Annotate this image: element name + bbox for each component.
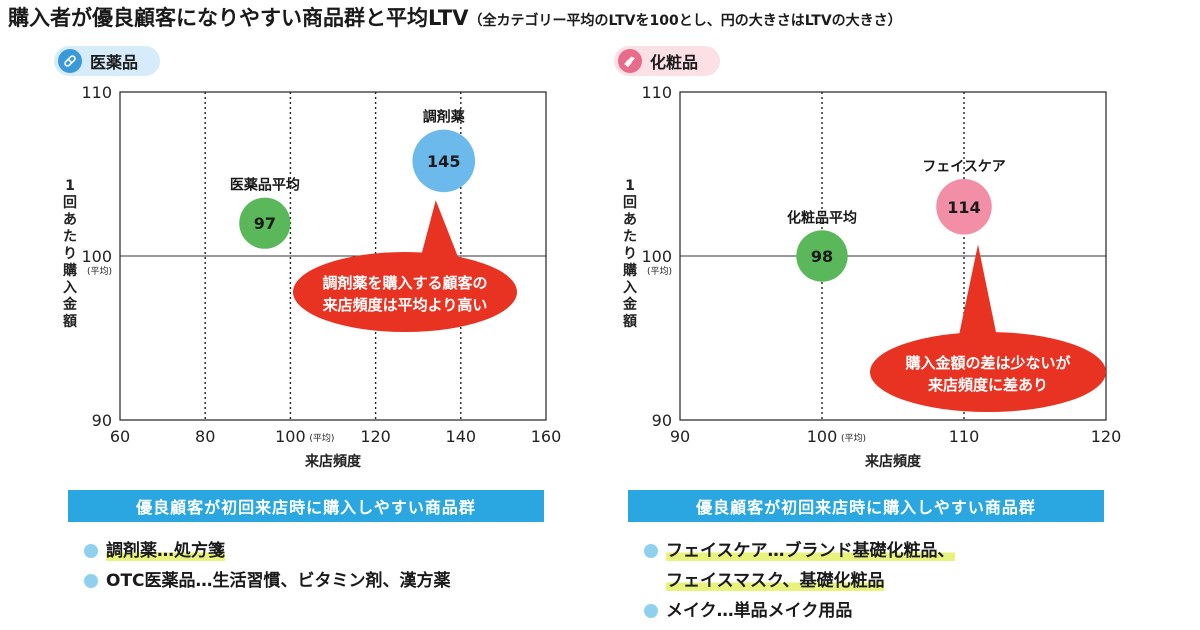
x-tick-label: 120 (360, 427, 391, 446)
x-tick-label: 120 (1091, 427, 1122, 446)
x-tick-label: 160 (531, 427, 562, 446)
bullet-icon (84, 544, 98, 558)
y-tick-label: 110 (641, 83, 672, 102)
x-tick-label: 90 (670, 427, 690, 446)
bubble-point (412, 129, 476, 193)
x-tick-label: 60 (110, 427, 130, 446)
callout-text: 来店頻度は平均より高い (322, 296, 488, 314)
bubble-point (796, 230, 848, 282)
list-item-text: メイク…単品メイク用品 (666, 601, 853, 621)
callout-text: 来店頻度に差あり (927, 376, 1048, 394)
y-tick-label: 90 (652, 411, 672, 430)
bullet-icon (644, 604, 658, 618)
lipstick-icon (618, 49, 642, 73)
callout-text: 購入金額の差は少ないが (904, 354, 1071, 372)
category-pill-cosmetics: 化粧品 (614, 46, 721, 76)
list-item: OTC医薬品…生活習慣、ビタミン剤、漢方薬 (84, 566, 451, 596)
item-list-pharma: 調剤薬…処方箋 OTC医薬品…生活習慣、ビタミン剤、漢方薬 (84, 536, 451, 596)
list-item-text: フェイスケア…ブランド基礎化粧品、 (666, 541, 955, 561)
category-pill-pharma: 医薬品 (54, 46, 161, 76)
list-item-text: フェイスマスク、基礎化粧品 (666, 571, 885, 591)
callout-text: 調剤薬を購入する顧客の (322, 274, 487, 292)
bubble-value-label: 97 (254, 214, 276, 233)
y-tick-label: 110 (81, 83, 112, 102)
y-axis-label: 1 回あたり購入金額 (622, 178, 638, 330)
bubble-value-label: 145 (427, 152, 460, 171)
list-item: フェイスマスク、基礎化粧品 (644, 566, 955, 596)
list-item: 調剤薬…処方箋 (84, 536, 451, 566)
y-tick-label: 100 (641, 247, 672, 266)
x-tick-label: 80 (195, 427, 215, 446)
x-axis-label: 来店頻度 (304, 453, 362, 470)
bullet-icon (644, 544, 658, 558)
bubble-name-label: 化粧品平均 (787, 209, 857, 226)
panel-pharma: 医薬品 90 100 110 (平均) 60 80 100 (平均) 120 140 160 来店頻度… (40, 44, 600, 630)
y-avg-label: (平均) (87, 265, 112, 277)
capsule-icon (58, 49, 82, 73)
list-item: フェイスケア…ブランド基礎化粧品、 (644, 536, 955, 566)
callout-tail (420, 200, 460, 262)
x-tick-label: 110 (949, 427, 980, 446)
bubble-name-label: 医薬品平均 (230, 177, 300, 194)
y-axis-label: 1 回あたり購入金額 (62, 178, 78, 330)
y-tick-label: 100 (81, 247, 112, 266)
y-tick-label: 90 (92, 411, 112, 430)
bubble-value-label: 98 (811, 247, 833, 266)
bubble-name-label: 調剤薬 (423, 109, 465, 126)
item-list-cosmetics: フェイスケア…ブランド基礎化粧品、 フェイスマスク、基礎化粧品 メイク…単品メイク用… (644, 536, 955, 626)
list-item-text: OTC医薬品…生活習慣、ビタミン剤、漢方薬 (106, 571, 451, 591)
x-axis-label: 来店頻度 (864, 453, 922, 470)
category-label: 医薬品 (90, 53, 139, 72)
bubble-point (936, 179, 992, 235)
list-item: メイク…単品メイク用品 (644, 596, 955, 626)
title-sub: （全カテゴリー平均のLTVを100とし、円の大きさはLTVの大きさ） (468, 13, 902, 29)
x-avg-label: (平均) (309, 432, 334, 444)
bubble-value-label: 114 (947, 198, 980, 217)
banner-cosmetics: 優良顧客が初回来店時に購入しやすい商品群 (628, 490, 1104, 522)
x-tick-label: 100 (275, 427, 306, 446)
page-title: 購入者が優良顧客になりやすい商品群と平均LTV（全カテゴリー平均のLTVを100… (8, 2, 902, 32)
bubble-point (239, 197, 291, 249)
bubble-name-label: フェイスケア (922, 159, 1006, 175)
y-avg-label: (平均) (647, 265, 672, 277)
category-label: 化粧品 (650, 53, 699, 72)
banner-pharma: 優良顧客が初回来店時に購入しやすい商品群 (68, 490, 544, 522)
title-main: 購入者が優良顧客になりやすい商品群と平均LTV (8, 6, 469, 30)
callout-bubble (293, 252, 517, 332)
callout-bubble (870, 332, 1106, 412)
x-tick-label: 100 (807, 427, 838, 446)
bullet-icon (84, 574, 98, 588)
x-avg-label: (平均) (841, 432, 866, 444)
x-tick-label: 140 (446, 427, 477, 446)
list-item-text: 調剤薬…処方箋 (106, 541, 225, 561)
panel-cosmetics: 化粧品 90 100 110 (平均) 90 100 (平均) 110 120 来店頻度 1 回あたり… (600, 44, 1160, 630)
callout-tail (958, 244, 998, 342)
